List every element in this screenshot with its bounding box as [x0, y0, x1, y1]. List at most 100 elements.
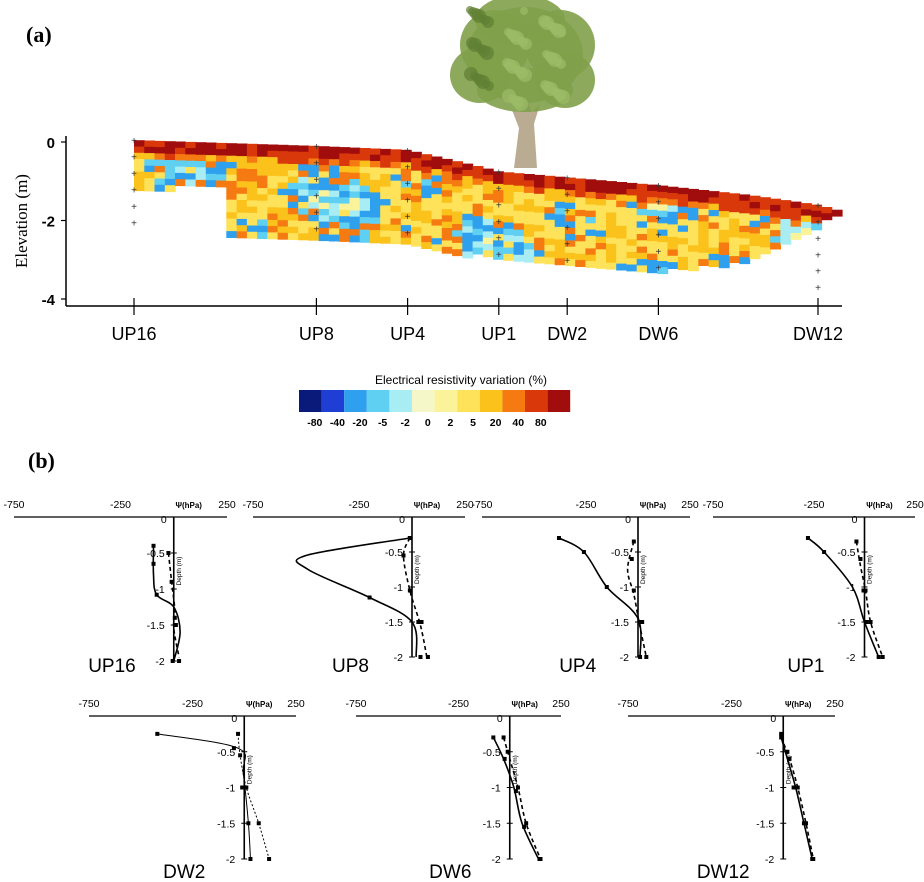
colorbar-swatch [412, 390, 435, 412]
resistivity-cell [482, 174, 494, 182]
resistivity-cell [534, 237, 545, 245]
resistivity-cell [564, 234, 576, 241]
resistivity-cell [626, 195, 638, 203]
data-point [805, 536, 810, 540]
resistivity-cell [626, 226, 638, 234]
electrode-marker: + [655, 198, 661, 209]
resistivity-cell [452, 161, 463, 169]
resistivity-cell [349, 216, 361, 224]
resistivity-cell [431, 206, 443, 214]
resistivity-cell [226, 149, 238, 157]
resistivity-cell [154, 166, 166, 173]
resistivity-cell [718, 204, 730, 212]
canopy-leaf [484, 81, 494, 91]
resistivity-cell [636, 234, 648, 241]
resistivity-cell [606, 206, 617, 214]
resistivity-cell [236, 206, 248, 214]
resistivity-cell [339, 203, 351, 211]
depth-axis-label: Depth (m) [176, 557, 183, 586]
resistivity-cell [749, 208, 761, 216]
resistivity-cell [749, 239, 761, 247]
electrode-marker: + [815, 201, 821, 212]
resistivity-cell [493, 227, 504, 235]
data-point [858, 557, 863, 561]
solid-profile-line [152, 545, 181, 662]
resistivity-cell [503, 228, 515, 236]
resistivity-cell [554, 258, 566, 266]
resistivity-cell [421, 160, 433, 168]
resistivity-cell [739, 251, 751, 258]
resistivity-cell [154, 140, 166, 148]
colorbar-swatch [525, 390, 548, 412]
x-axis-label: Ψ(hPa) [414, 501, 441, 510]
resistivity-cell [708, 197, 720, 205]
resistivity-cell [472, 210, 484, 217]
resistivity-cell [390, 224, 402, 232]
resistivity-cell [431, 213, 443, 220]
resistivity-cell [544, 194, 556, 202]
resistivity-cell [770, 198, 781, 206]
depth-tick-label: -1.5 [217, 818, 235, 830]
resistivity-cell [585, 248, 597, 256]
resistivity-cell [267, 163, 279, 171]
resistivity-cell [390, 193, 402, 201]
resistivity-cell [554, 233, 566, 241]
resistivity-cell [544, 257, 556, 265]
x-tick-label: -750 [702, 499, 723, 511]
resistivity-cell [411, 239, 422, 247]
resistivity-cell [175, 179, 186, 187]
resistivity-cell [595, 192, 607, 200]
resistivity-cell [308, 214, 320, 222]
resistivity-cell [606, 237, 617, 245]
resistivity-cell [246, 150, 258, 157]
resistivity-cell [606, 181, 617, 188]
resistivity-cell [698, 202, 710, 210]
resistivity-cell [575, 209, 587, 217]
resistivity-cell [431, 187, 443, 195]
station-label-up4: UP4 [390, 324, 425, 344]
resistivity-cell [370, 236, 381, 244]
x-axis-label: Ψ(hPa) [866, 501, 893, 510]
solid-profile-line [295, 537, 418, 658]
resistivity-cell [677, 238, 689, 245]
solid-profile-line [492, 737, 540, 860]
resistivity-cell [759, 203, 771, 211]
resistivity-cell [677, 244, 689, 252]
resistivity-cell [328, 215, 340, 223]
resistivity-cell [277, 176, 289, 184]
resistivity-cell [390, 168, 402, 176]
data-point [787, 756, 792, 761]
resistivity-cell [575, 178, 587, 186]
resistivity-cell [513, 198, 525, 206]
resistivity-cell [277, 144, 289, 152]
resistivity-cell [749, 252, 761, 260]
resistivity-cell [267, 169, 279, 177]
data-point [425, 655, 430, 659]
electrode-marker: + [405, 146, 411, 157]
resistivity-cell [431, 162, 443, 170]
resistivity-cell [185, 141, 197, 149]
colorbar-swatch [547, 390, 571, 412]
x-axis-label: Ψ(hPa) [246, 700, 273, 709]
resistivity-cell [575, 216, 587, 223]
resistivity-cell [277, 188, 289, 196]
electrode-marker: + [313, 158, 319, 169]
data-point [173, 623, 178, 627]
electrode-marker: + [313, 175, 319, 186]
electrode-marker: + [313, 208, 319, 219]
depth-tick-label: -1.5 [385, 617, 403, 629]
resistivity-cell [534, 206, 545, 214]
resistivity-cell [688, 226, 699, 234]
data-point [418, 655, 423, 659]
resistivity-cell [800, 221, 812, 229]
data-point [791, 785, 796, 790]
resistivity-cell [328, 196, 340, 204]
canopy-leaf [558, 29, 566, 37]
resistivity-cell [134, 146, 145, 154]
resistivity-cell [523, 218, 535, 225]
resistivity-cell [349, 197, 361, 205]
resistivity-cell [452, 236, 463, 244]
data-point [238, 753, 243, 758]
resistivity-cell [554, 226, 566, 234]
canopy-leaf [514, 97, 528, 111]
